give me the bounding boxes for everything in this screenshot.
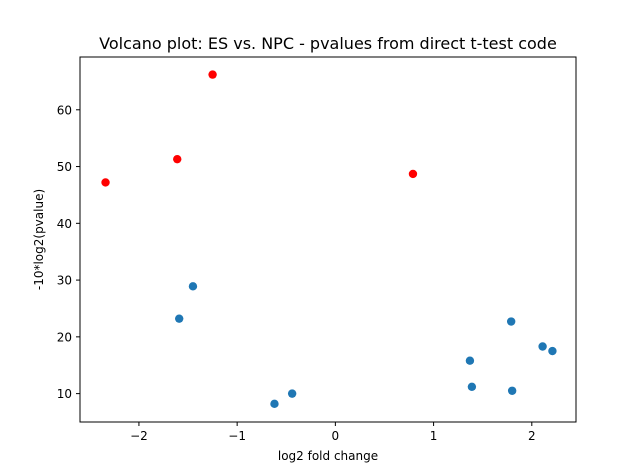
data-point — [548, 346, 557, 356]
x-axis-label: log2 fold change — [278, 449, 378, 463]
y-tick-label: 10 — [57, 387, 72, 401]
y-tick-label: 40 — [57, 217, 72, 231]
data-point — [506, 317, 516, 326]
data-point — [175, 314, 184, 323]
highlighted-data-point — [408, 169, 418, 179]
x-tick-label: 2 — [528, 429, 536, 443]
x-axis-ticks: −2 −1 0 1 2 — [130, 422, 536, 443]
data-point — [465, 356, 475, 365]
y-tick-label: 30 — [57, 274, 72, 288]
highlighted-data-point — [101, 178, 110, 187]
y-axis-ticks: 10 20 30 40 50 60 — [57, 103, 80, 401]
data-point — [507, 386, 517, 395]
data-point — [188, 282, 198, 291]
highlighted-data-point — [208, 70, 217, 79]
x-tick-label: 1 — [430, 429, 438, 443]
chart-title: Volcano plot: ES vs. NPC - pvalues from … — [99, 34, 557, 53]
data-point — [270, 399, 279, 409]
y-tick-label: 20 — [57, 330, 72, 344]
x-tick-label: −1 — [228, 429, 246, 443]
y-tick-label: 50 — [57, 160, 72, 174]
axes-frame — [79, 56, 577, 423]
highlighted-data-point — [173, 154, 182, 164]
data-point — [467, 382, 477, 392]
data-points — [101, 70, 557, 409]
x-tick-label: 0 — [332, 429, 340, 443]
data-point — [538, 342, 547, 351]
y-tick-label: 60 — [57, 103, 72, 117]
y-axis-label: -10*log2(pvalue) — [32, 189, 46, 290]
x-tick-label: −2 — [130, 429, 148, 443]
data-point — [287, 389, 297, 398]
